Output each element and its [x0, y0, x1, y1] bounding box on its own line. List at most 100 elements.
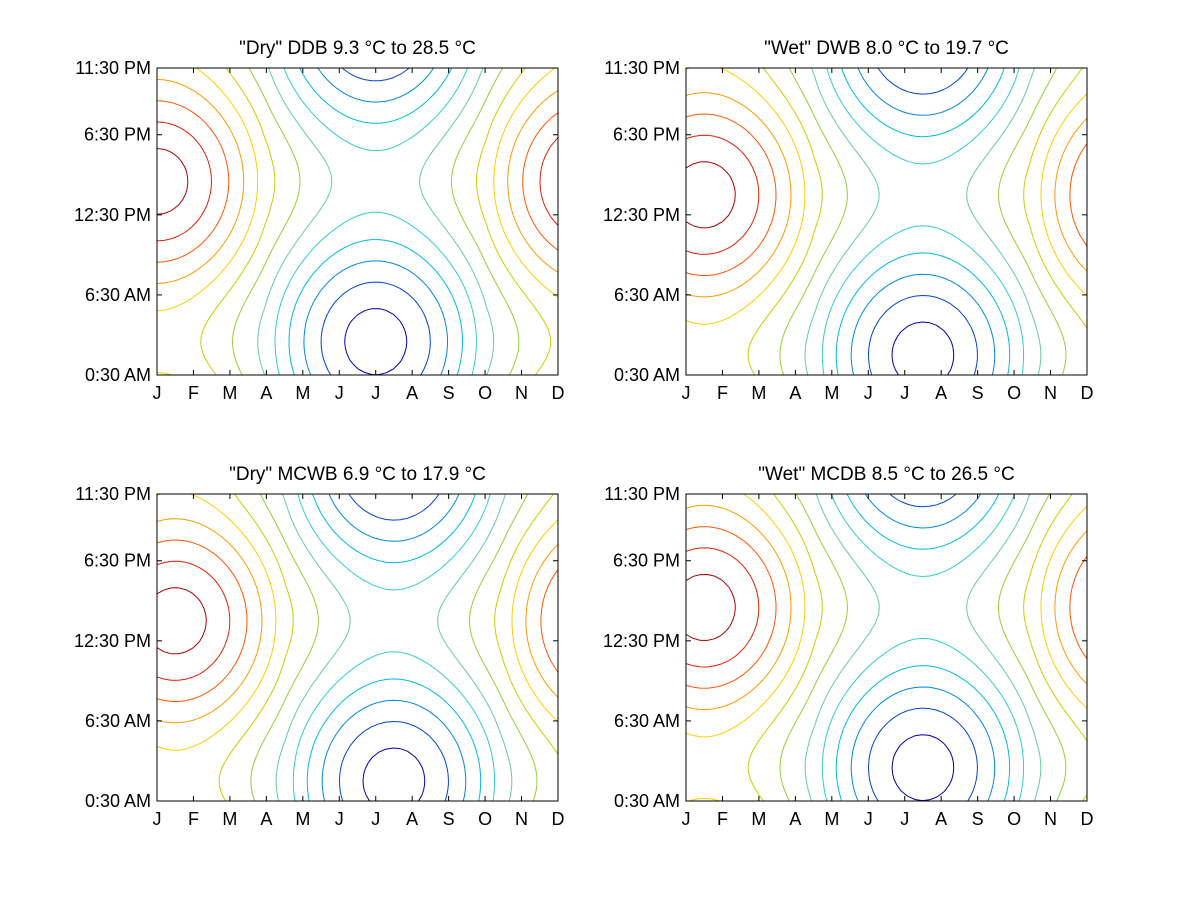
x-tick-label: M: [222, 383, 237, 403]
plot-area: [686, 68, 1087, 375]
x-tick-label: M: [751, 383, 766, 403]
contour-level-13: [157, 587, 207, 655]
axes-frame: [156, 493, 559, 802]
contour-level-13: [157, 148, 189, 215]
contour-lines: [686, 68, 1087, 375]
panel-1: "Dry" DDB 9.3 °C to 28.5 °C J F M A M J J A S O N D 1…: [74, 38, 565, 403]
y-tick-label: 11:30 PM: [604, 484, 680, 504]
x-tick-label: S: [443, 383, 455, 403]
x-tick-label: J: [153, 383, 162, 403]
x-tick-label: F: [188, 383, 199, 403]
x-tick-label: D: [552, 809, 565, 829]
contour-level-13: [686, 574, 736, 641]
plot-area: [157, 68, 558, 375]
y-tick-label: 6:30 AM: [614, 711, 680, 731]
contour-level-8: [747, 494, 1087, 801]
contour-level-11: [686, 526, 1087, 689]
x-tick-label: N: [1044, 809, 1057, 829]
contour-level-13: [686, 161, 736, 229]
x-tick-label: J: [900, 809, 909, 829]
contour-level-9: [686, 494, 1087, 801]
contour-level-2: [320, 68, 431, 375]
axes-frame: [685, 493, 1088, 802]
contour-level-6: [275, 494, 513, 801]
x-tick-label: S: [443, 809, 455, 829]
x-tick-label: F: [717, 383, 728, 403]
contour-lines: [157, 68, 558, 375]
contour-level-12: [686, 547, 760, 668]
y-tick-label: 12:30 PM: [74, 631, 151, 651]
x-tick-label: J: [371, 383, 380, 403]
x-tick-label: F: [188, 809, 199, 829]
x-tick-label: J: [682, 383, 691, 403]
x-tick-label: J: [335, 809, 344, 829]
contour-level-2: [868, 68, 978, 375]
panel-title: "Dry" MCWB 6.9 °C to 17.9 °C: [229, 464, 486, 485]
x-tick-label: A: [260, 383, 272, 403]
contour-lines: [686, 494, 1087, 801]
x-tick-label: A: [935, 383, 947, 403]
contour-level-5: [821, 68, 1025, 375]
y-tick-label: 0:30 AM: [614, 365, 680, 385]
contour-level-11: [157, 100, 558, 263]
x-tick-label: J: [864, 383, 873, 403]
contour-level-1: [891, 321, 955, 375]
contour-level-7: [232, 68, 520, 375]
contour-level-6: [804, 494, 1042, 801]
x-tick-label: A: [260, 809, 272, 829]
contour-level-8: [218, 494, 558, 801]
contour-level-6: [257, 68, 495, 375]
plot-area: [686, 494, 1087, 801]
x-tick-label: N: [515, 383, 528, 403]
x-tick-label: D: [552, 383, 565, 403]
x-tick-label: N: [1044, 383, 1057, 403]
y-tick-label: 11:30 PM: [75, 484, 151, 504]
contour-level-1: [344, 308, 408, 375]
x-tick-label: J: [335, 383, 344, 403]
panel-title: "Dry" DDB 9.3 °C to 28.5 °C: [239, 38, 476, 59]
x-tick-label: M: [295, 809, 310, 829]
y-tick-label: 6:30 PM: [84, 125, 151, 145]
contour-level-4: [835, 68, 1011, 375]
x-tick-label: O: [478, 383, 492, 403]
contour-level-3: [303, 68, 448, 375]
contour-level-12: [157, 560, 231, 681]
contour-level-3: [850, 68, 996, 375]
x-tick-label: D: [1081, 809, 1094, 829]
contour-level-7: [779, 68, 1067, 375]
x-tick-label: A: [789, 809, 801, 829]
contour-level-6: [804, 68, 1042, 375]
y-tick-label: 11:30 PM: [75, 58, 151, 78]
x-tick-label: J: [682, 809, 691, 829]
contour-level-11: [686, 113, 1087, 276]
contour-level-4: [288, 68, 463, 375]
panel-title: "Wet" MCDB 8.5 °C to 26.5 °C: [758, 464, 1014, 485]
panel-2: "Wet" DWB 8.0 °C to 19.7 °C J F M A M J J A S O N D 1…: [603, 38, 1094, 403]
contour-level-2: [339, 494, 449, 801]
contour-level-8: [747, 68, 1087, 375]
x-tick-label: A: [789, 383, 801, 403]
x-tick-label: N: [515, 809, 528, 829]
x-tick-label: S: [972, 809, 984, 829]
y-tick-label: 0:30 AM: [85, 791, 151, 811]
x-tick-label: M: [824, 809, 839, 829]
panel-3: "Dry" MCWB 6.9 °C to 17.9 °C J F M A M J J A S O N D…: [74, 464, 565, 829]
x-tick-label: O: [1007, 383, 1021, 403]
x-tick-label: M: [295, 383, 310, 403]
contour-level-10: [686, 504, 1087, 710]
x-tick-label: O: [478, 809, 492, 829]
contour-level-3: [321, 494, 467, 801]
contour-level-3: [850, 494, 996, 801]
y-tick-label: 0:30 AM: [85, 365, 151, 385]
x-tick-label: S: [972, 383, 984, 403]
contour-level-1: [362, 747, 426, 801]
contour-level-12: [157, 121, 558, 242]
x-tick-label: D: [1081, 383, 1094, 403]
y-tick-label: 12:30 PM: [603, 631, 680, 651]
contour-level-8: [200, 68, 552, 375]
contour-level-2: [868, 494, 978, 801]
x-tick-label: F: [717, 809, 728, 829]
contour-level-9: [157, 68, 558, 375]
axes-frame: [685, 67, 1088, 376]
contour-level-4: [306, 494, 482, 801]
